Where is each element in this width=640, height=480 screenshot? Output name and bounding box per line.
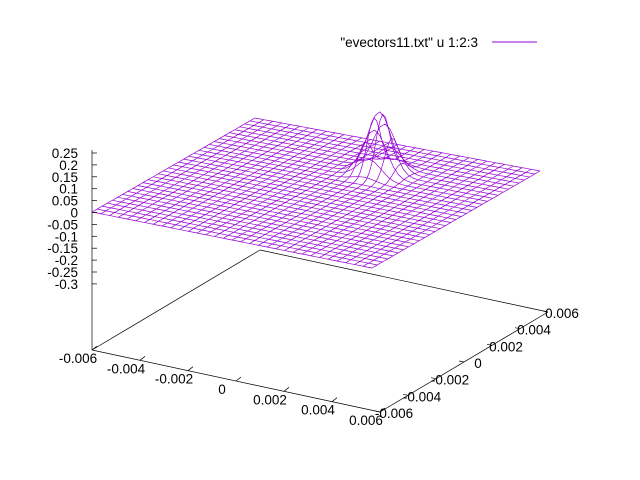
back-edge-line [259, 249, 549, 313]
mesh-line-v [107, 202, 388, 260]
mesh-line-v [219, 123, 504, 193]
z-tick-label: -0.2 [55, 253, 78, 268]
x-tick-label: -0.004 [107, 361, 146, 376]
mesh-line-v [142, 182, 425, 239]
z-tick-label: 0.05 [52, 194, 78, 209]
y-tick-label: -0.004 [403, 389, 442, 404]
mesh-line-v [132, 188, 415, 245]
z-tick-label: -0.3 [55, 277, 78, 292]
y-tick-label: -0.002 [431, 373, 469, 388]
mesh-line-v [127, 191, 409, 248]
mesh-line-v [254, 117, 541, 172]
x-tick-mark [139, 356, 146, 361]
mesh-line-v [193, 152, 478, 208]
y-tick-mark [486, 343, 493, 346]
z-tick-label: -0.05 [47, 217, 78, 232]
mesh-line-v [91, 211, 373, 269]
mesh-line-v [173, 164, 457, 220]
mesh-line-v [163, 170, 446, 226]
mesh-line-v [178, 161, 462, 217]
z-tick-label: 0.1 [59, 182, 78, 197]
mesh-line-v [137, 185, 420, 242]
z-tick-label: 0.25 [52, 146, 78, 161]
mesh-line-v [234, 129, 520, 184]
mesh-line-v [188, 155, 472, 211]
y-tick-mark [458, 360, 465, 363]
x-tick-label: 0.006 [349, 413, 383, 428]
surface-mesh [91, 111, 541, 269]
y-tick-label: 0.006 [545, 306, 579, 321]
x-tick-mark [91, 345, 98, 351]
mesh-line-v [102, 205, 383, 263]
x-tick-label: 0.002 [253, 392, 287, 407]
z-tick-label: 0 [70, 206, 78, 221]
y-tick-mark [514, 327, 521, 330]
x-tick-label: -0.006 [59, 351, 97, 366]
z-tick-label: -0.1 [55, 229, 78, 244]
mesh-line-v [117, 196, 399, 254]
x-tick-mark [235, 376, 242, 382]
x-tick-mark [379, 407, 386, 413]
y-tick-label: 0.002 [489, 339, 523, 354]
y-tick-label: 0.004 [517, 323, 551, 338]
y-tick-mark [542, 310, 549, 313]
mesh-line-v [244, 123, 530, 178]
legend: "evectors11.txt" u 1:2:3 [340, 35, 537, 50]
x-tick-mark [283, 387, 290, 392]
mesh-line-v [97, 208, 378, 266]
y-tick-label: -0.006 [375, 406, 413, 421]
y-tick-mark [430, 377, 437, 380]
y-tick-mark [402, 393, 409, 396]
mesh-line-v [147, 179, 430, 236]
mesh-line-v [183, 158, 467, 214]
mesh-line-v [112, 199, 394, 257]
mesh-line-v [198, 149, 483, 205]
y-axis-left-line [91, 249, 261, 351]
mesh-line-v [158, 173, 441, 229]
y-tick-mark [374, 410, 381, 413]
mesh-line-v [209, 129, 493, 199]
y-tick-label: 0 [474, 356, 482, 371]
mesh-line-v [224, 135, 509, 190]
mesh-line-v [204, 147, 488, 202]
mesh-line-v [153, 176, 436, 232]
x-tick-mark [187, 366, 194, 371]
mesh-line-v [239, 126, 525, 181]
mesh-line-v [122, 194, 404, 251]
mesh-line-v [249, 120, 535, 175]
legend-label: "evectors11.txt" u 1:2:3 [340, 35, 478, 50]
x-tick-mark [331, 397, 338, 402]
x-tick-label: -0.002 [155, 372, 193, 387]
mesh-line-v [168, 167, 451, 223]
z-tick-label: 0.15 [52, 170, 78, 185]
mesh-line-v [229, 132, 514, 187]
axis-ticks: 0.250.20.150.10.050-0.05-0.1-0.15-0.2-0.… [47, 146, 579, 428]
z-tick-label: -0.25 [47, 265, 78, 280]
x-tick-label: 0.004 [301, 403, 335, 418]
x-tick-label: 0 [218, 382, 226, 397]
z-tick-label: -0.15 [47, 241, 78, 256]
z-tick-label: 0.2 [59, 158, 78, 173]
